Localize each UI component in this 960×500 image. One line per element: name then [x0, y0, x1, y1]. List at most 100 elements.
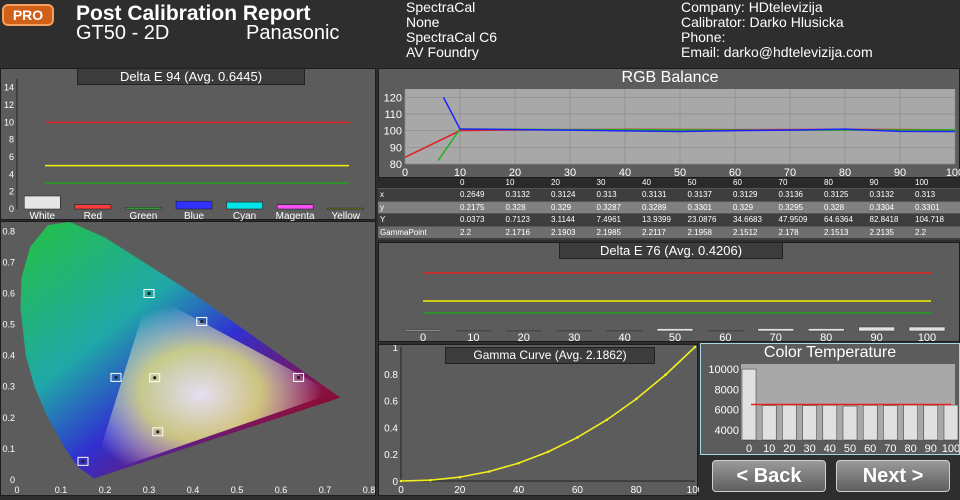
- table-cell: 2.1903: [551, 227, 576, 237]
- table-cell: 2.2135: [869, 227, 894, 237]
- delta-e94-title: Delta E 94 (Avg. 0.6445): [77, 68, 305, 85]
- pro-logo: PRO: [2, 4, 54, 26]
- table-cell: 0.3124: [551, 190, 576, 199]
- bar: [807, 328, 845, 332]
- table-cell: 0.0373: [460, 215, 485, 224]
- table-cell: 0.3125: [824, 190, 849, 199]
- report-title: Post Calibration Report: [76, 2, 311, 25]
- table-cell: 0.328: [824, 202, 845, 212]
- y-tick-label: 8: [9, 135, 14, 145]
- y-tick-label: 0.4: [384, 423, 398, 434]
- software-line-4: AV Foundry: [406, 44, 479, 60]
- bar: [802, 405, 817, 441]
- bar: [842, 405, 858, 441]
- display-model: GT50 - 2D: [76, 22, 170, 44]
- pro-logo-text: PRO: [12, 7, 44, 23]
- y-tick-label: 0.6: [384, 397, 398, 408]
- y-tick-label: 1: [392, 345, 398, 354]
- table-cell: 0.3301: [915, 202, 940, 212]
- bar: [276, 204, 314, 210]
- table-header-row: 0 10 20 30 40 50 60 70 80 90 100: [378, 178, 960, 188]
- x-tick-label: 100: [687, 485, 699, 496]
- x-tick-label: 0.3: [143, 485, 156, 495]
- x-tick-label: 80: [631, 485, 643, 496]
- y-tick-label: 0.1: [2, 444, 15, 454]
- x-tick-label: 10: [454, 167, 466, 179]
- x-tick-label: 60: [729, 167, 741, 179]
- x-tick-label: 0: [398, 485, 404, 496]
- table-cell: 0.329: [551, 202, 572, 212]
- x-tick-label: 60: [864, 443, 876, 454]
- x-tick-label: Yellow: [331, 211, 360, 221]
- x-tick-label: Blue: [184, 211, 204, 221]
- company: Company: HDtelevizija: [681, 0, 823, 15]
- table-cell: 0.329: [733, 202, 754, 212]
- table-cell: 0.328: [505, 202, 526, 212]
- measured-point: [114, 375, 118, 380]
- gamma-point: [693, 345, 697, 349]
- x-tick-label: 30: [568, 332, 580, 343]
- y-tick-label: 0: [9, 204, 14, 214]
- x-tick-label: 50: [674, 167, 686, 179]
- x-tick-label: 50: [844, 443, 856, 454]
- measured-point: [156, 430, 160, 434]
- y-tick-label: 4000: [715, 425, 739, 437]
- x-tick-label: Green: [130, 211, 158, 221]
- software-info: SpectraCal None SpectraCal C6 AV Foundry: [406, 0, 497, 60]
- table-cell: 0.3295: [778, 202, 803, 212]
- series-line: [442, 96, 956, 133]
- table-cell: 34.6683: [733, 215, 762, 224]
- x-tick-label: 10: [467, 332, 479, 343]
- y-tick-label: 0.3: [2, 382, 15, 392]
- measured-point: [153, 376, 157, 380]
- delta-e76-panel: 0 10 20 30 40 50 60 70 80 90 100 Delta E 76 (Avg. …: [378, 242, 960, 343]
- bar: [125, 207, 162, 210]
- table-cell: 2.178: [778, 227, 799, 237]
- x-tick-label: 70: [784, 167, 796, 179]
- target-box: [77, 456, 89, 466]
- gamma-point: [576, 436, 579, 439]
- next-button[interactable]: Next >: [836, 460, 950, 492]
- table-cell: 2.2117: [642, 227, 666, 237]
- bar: [903, 404, 918, 441]
- phone: Phone:: [681, 29, 726, 45]
- y-tick-label: 14: [4, 83, 14, 93]
- x-tick-label: 40: [618, 332, 630, 343]
- y-tick-label: 80: [390, 159, 402, 171]
- display-brand: Panasonic: [246, 22, 340, 44]
- table-cell: 0.3304: [869, 202, 894, 212]
- table-cell: 0.7123: [505, 215, 530, 224]
- color-temp-chart: 4000 6000 8000 10000 0 10 20 30 40 50 60 70 80 90 100: [708, 364, 959, 454]
- back-button[interactable]: < Back: [712, 460, 826, 492]
- bar: [822, 404, 838, 441]
- x-tick-label: 100: [918, 332, 936, 343]
- table-column-header: 30: [596, 178, 606, 187]
- software-line-2: None: [406, 14, 440, 30]
- color-temp-title: Color Temperature: [763, 344, 897, 361]
- y-tick-label: 100: [384, 126, 402, 138]
- x-tick-label: 20: [509, 167, 521, 179]
- x-tick-label: 70: [770, 332, 782, 343]
- table-cell: 2.1512: [733, 227, 758, 237]
- table-cell: 2.1513: [824, 227, 849, 237]
- y-tick-label: 8000: [715, 384, 739, 396]
- color-temp-panel: 4000 6000 8000 10000 0 10 20 30 40 50 60 70 80 90 100 …: [700, 343, 960, 455]
- measurement-table: 0 10 20 30 40 50 60 70 80 90 100 x 0.2649 0.3132 0.312…: [378, 178, 960, 240]
- x-tick-label: Red: [84, 211, 102, 221]
- table-row: GammaPoint 2.2 2.1716 2.1903 2.1985 2.2117 2.1…: [378, 225, 960, 238]
- cie-diagram: 0 0.1 0.2 0.3 0.4 0.5 0.6 0.7 0.8 0 0.1 0.2 0.3 0.4 0.…: [2, 222, 375, 495]
- x-tick-label: 80: [839, 167, 851, 179]
- table-row-label: Y: [380, 215, 386, 224]
- rgb-balance-title: RGB Balance: [621, 69, 719, 86]
- x-tick-label: 80: [904, 443, 916, 454]
- x-tick-label: 0.4: [187, 485, 200, 495]
- x-tick-label: 20: [454, 485, 466, 496]
- y-tick-label: 0.8: [384, 370, 398, 381]
- y-tick-label: 6000: [715, 405, 739, 417]
- email: Email: darko@hdtelevizija.com: [681, 44, 873, 60]
- rgb-balance-panel: 80 90 100 110 120 0 10 20 30 40 50 60 70 80 90 100 RGB …: [378, 68, 960, 179]
- bar: [24, 195, 61, 210]
- table-cell: 0.3287: [596, 202, 621, 212]
- table-cell: 7.4961: [596, 215, 621, 224]
- table-cell: 64.6364: [824, 215, 853, 224]
